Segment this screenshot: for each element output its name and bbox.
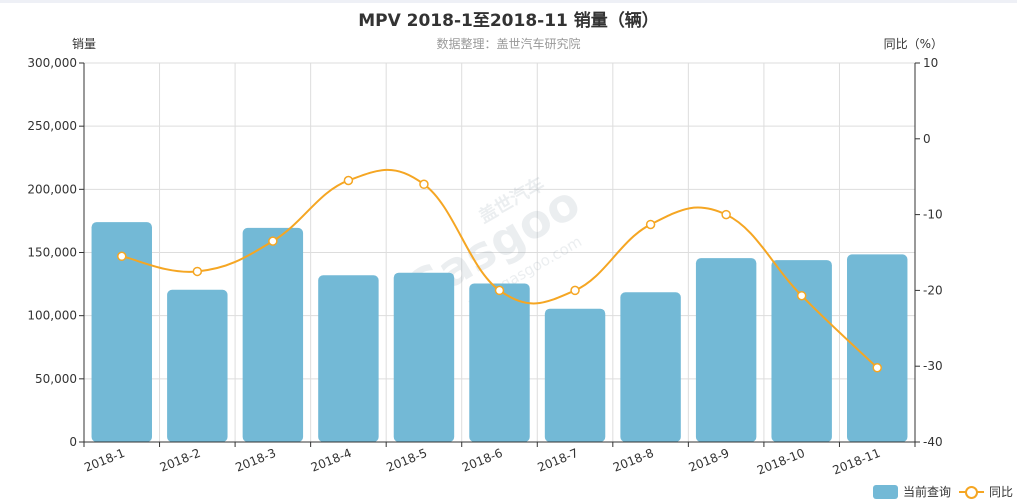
left-axis-label: 销量 (72, 37, 97, 51)
x-tick-label: 2018-11 (831, 446, 883, 478)
bar (91, 222, 152, 442)
line-point (419, 179, 429, 190)
line-point (343, 175, 354, 186)
legend-line-swatch (958, 485, 984, 499)
bar (318, 275, 379, 442)
bar (847, 254, 908, 442)
legend-bar-swatch (872, 484, 898, 499)
line-point (192, 266, 203, 277)
line-series (117, 168, 882, 373)
right-axis-label: 同比（%） (883, 37, 943, 51)
legend-item-bar[interactable]: 当前查询 (872, 483, 951, 500)
x-tick-label: 2018-6 (460, 446, 505, 475)
left-tick-label: 0 (69, 435, 77, 449)
line-point (117, 251, 127, 262)
chart-subtitle: 数据整理：盖世汽车研究院 (436, 37, 581, 51)
line-point (645, 219, 656, 230)
x-tick-label: 2018-7 (536, 446, 581, 475)
line-point (721, 209, 731, 220)
line-point (796, 290, 807, 301)
line-point (872, 362, 882, 373)
line-point (570, 285, 580, 296)
x-tick-label: 2018-2 (158, 446, 203, 475)
x-tick-label: 2018-3 (233, 446, 278, 475)
bar (620, 292, 681, 442)
x-tick-label: 2018-8 (611, 446, 656, 475)
bar (393, 272, 455, 442)
line-point (268, 236, 278, 246)
right-tick-label: 0 (923, 132, 931, 146)
bar (469, 283, 530, 442)
x-tick-label: 2018-1 (82, 446, 127, 475)
top-divider (0, 0, 1017, 3)
x-tick-label: 2018-10 (755, 446, 807, 478)
bar-series (91, 222, 908, 442)
bar (242, 227, 304, 442)
right-tick-label: -10 (923, 208, 943, 222)
left-tick-label: 150,000 (27, 246, 77, 260)
bar (771, 260, 832, 442)
right-tick-label: 10 (923, 56, 938, 70)
right-tick-label: -20 (923, 283, 943, 297)
legend-line-label: 同比 (988, 485, 1013, 499)
x-tick-label: 2018-9 (687, 446, 732, 475)
line-point (494, 285, 505, 296)
bar (695, 258, 757, 442)
x-tick-label: 2018-5 (384, 446, 429, 475)
chart-title: MPV 2018-1至2018-11 销量（辆） (358, 11, 659, 31)
grid (83, 62, 916, 443)
legend-bar-label: 当前查询 (902, 485, 951, 499)
x-tick-label: 2018-4 (309, 446, 354, 475)
legend-item-line[interactable]: 同比 (958, 483, 1013, 500)
legend: 当前查询 同比 (865, 483, 1013, 500)
left-tick-label: 250,000 (27, 119, 77, 133)
right-tick-label: -40 (923, 435, 943, 449)
left-tick-label: 300,000 (27, 56, 77, 70)
left-tick-label: 100,000 (27, 309, 77, 323)
left-tick-label: 200,000 (27, 182, 77, 196)
left-tick-label: 50,000 (35, 372, 77, 386)
bar (544, 308, 606, 442)
right-tick-label: -30 (923, 359, 943, 373)
bar (167, 289, 228, 442)
